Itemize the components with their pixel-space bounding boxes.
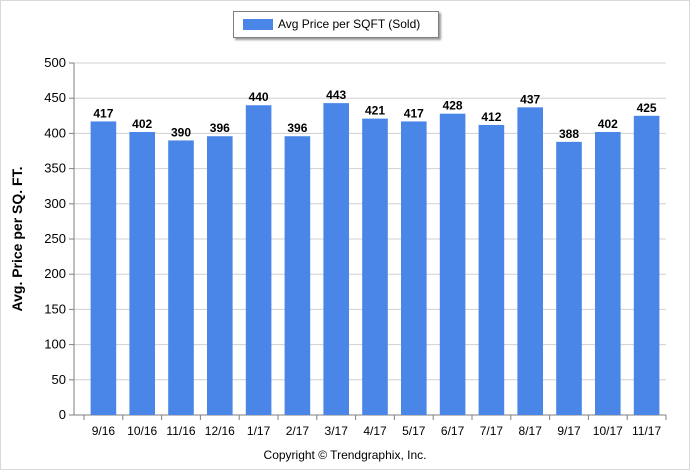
bar bbox=[168, 140, 194, 415]
data-label: 412 bbox=[481, 110, 501, 124]
data-label: 396 bbox=[210, 121, 230, 135]
y-tick-label: 200 bbox=[44, 266, 66, 281]
bar bbox=[400, 121, 427, 415]
bar bbox=[362, 118, 388, 415]
data-label: 440 bbox=[249, 90, 269, 104]
data-label: 437 bbox=[520, 92, 540, 106]
data-label: 428 bbox=[443, 99, 463, 113]
data-label: 390 bbox=[171, 125, 191, 139]
data-label: 417 bbox=[93, 106, 113, 120]
x-tick-label: 12/16 bbox=[205, 424, 235, 438]
x-tick-label: 4/17 bbox=[363, 424, 387, 438]
bar bbox=[284, 136, 311, 415]
bar bbox=[206, 136, 233, 415]
legend-label: Avg Price per SQFT (Sold) bbox=[278, 17, 421, 31]
bar bbox=[556, 141, 582, 415]
x-tick-label: 8/17 bbox=[519, 424, 543, 438]
y-tick-label: 100 bbox=[44, 337, 66, 352]
bar bbox=[439, 113, 466, 416]
bar bbox=[517, 107, 544, 416]
y-tick-label: 300 bbox=[44, 196, 66, 211]
bar bbox=[129, 131, 156, 415]
data-label: 388 bbox=[559, 127, 579, 141]
copyright-text: Copyright © Trendgraphix, Inc. bbox=[263, 448, 427, 462]
x-tick-label: 1/17 bbox=[247, 424, 271, 438]
x-tick-label: 10/16 bbox=[127, 424, 157, 438]
x-tick-label: 2/17 bbox=[286, 424, 310, 438]
data-label: 417 bbox=[404, 106, 424, 120]
legend-swatch bbox=[243, 19, 273, 30]
x-tick-label: 6/17 bbox=[441, 424, 465, 438]
x-tick-label: 7/17 bbox=[480, 424, 504, 438]
bar bbox=[594, 131, 621, 415]
data-label: 421 bbox=[365, 104, 385, 118]
data-label: 396 bbox=[287, 121, 307, 135]
x-tick-label: 10/17 bbox=[593, 424, 623, 438]
y-tick-label: 450 bbox=[44, 90, 66, 105]
x-tick-label: 5/17 bbox=[402, 424, 426, 438]
data-label: 402 bbox=[598, 117, 618, 131]
x-tick-label: 9/17 bbox=[557, 424, 581, 438]
bar bbox=[245, 105, 272, 416]
y-tick-label: 150 bbox=[44, 301, 66, 316]
bar bbox=[90, 121, 117, 415]
x-tick-label: 11/16 bbox=[166, 424, 195, 438]
x-tick-label: 9/16 bbox=[92, 424, 116, 438]
y-tick-label: 250 bbox=[44, 231, 66, 246]
bar bbox=[478, 124, 505, 416]
x-tick-label: 11/17 bbox=[632, 424, 661, 438]
data-label: 425 bbox=[637, 101, 657, 115]
y-tick-label: 400 bbox=[44, 125, 66, 140]
y-axis-title: Avg. Price per SQ. FT. bbox=[9, 167, 25, 312]
y-tick-label: 500 bbox=[44, 55, 66, 70]
x-tick-label: 3/17 bbox=[325, 424, 349, 438]
bar bbox=[323, 103, 350, 416]
y-tick-label: 0 bbox=[59, 407, 66, 422]
y-tick-label: 50 bbox=[52, 372, 66, 387]
bar bbox=[633, 115, 660, 416]
data-label: 402 bbox=[132, 117, 152, 131]
legend: Avg Price per SQFT (Sold) bbox=[233, 11, 439, 38]
y-tick-label: 350 bbox=[44, 161, 66, 176]
data-label: 443 bbox=[326, 88, 346, 102]
